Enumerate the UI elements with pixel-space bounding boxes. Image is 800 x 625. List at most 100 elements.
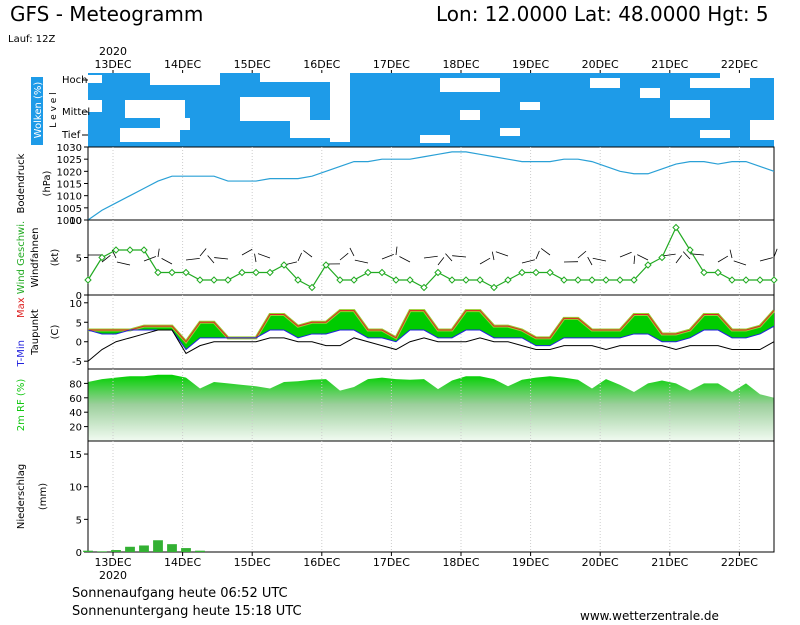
wind-point [182, 268, 190, 277]
wind-barb [637, 254, 649, 261]
wind-barb [619, 251, 632, 258]
wind-point [280, 261, 288, 269]
day-label-top: 13DEC [94, 58, 131, 71]
pressure-ytick-label: 1010 [57, 192, 82, 203]
level-label-1: Mittel [62, 107, 90, 118]
wind-point [462, 276, 470, 284]
wind-point [294, 276, 302, 284]
wind-barb [587, 256, 593, 266]
meteogram-chart: Wolken (%)Wolken (%)L e v e lHochMittelT… [16, 45, 778, 582]
humidity-ytick-label: 20 [69, 423, 82, 434]
wind-point [112, 246, 120, 254]
wind-point [574, 276, 582, 284]
wind-point [224, 276, 232, 284]
day-label-bottom: 21DEC [651, 556, 688, 569]
wind-barb [437, 257, 445, 266]
day-label-bottom: 14DEC [164, 556, 201, 569]
year-label-bottom: 2020 [99, 569, 127, 582]
day-label-top: 20DEC [582, 58, 619, 71]
pressure-ytick-label: 1020 [57, 167, 82, 178]
cloud-gap [150, 73, 220, 85]
wind-barb [521, 259, 535, 264]
humidity-ytick-label: 40 [69, 408, 82, 419]
cloud-gap [86, 100, 102, 112]
precip-ytick-label: 5 [76, 515, 82, 526]
pressure-ytick-label: 1015 [57, 180, 82, 191]
wind-point [434, 268, 442, 277]
cloud-gap [720, 68, 774, 78]
website-credit: www.wetterzentrale.de [580, 609, 719, 623]
wind-point [98, 253, 106, 262]
day-label-top: 22DEC [721, 58, 758, 71]
cloud-gap [700, 130, 730, 138]
temp-ytick-label: 10 [69, 299, 82, 310]
wind-barb [349, 247, 355, 257]
pressure-unit-label: (hPa) [42, 170, 53, 196]
precip-bar [195, 550, 205, 552]
level-label-2: Tief [61, 130, 81, 141]
cloud-gap [640, 88, 660, 98]
wind-point [406, 276, 414, 284]
day-label-top: 15DEC [234, 58, 271, 71]
wind-barb [161, 258, 173, 265]
tmin-label: T-Min [16, 340, 27, 368]
wind-barb [452, 255, 467, 258]
precip-ytick-label: 10 [69, 483, 82, 494]
run-label: Lauf: 12Z [8, 34, 56, 45]
precip-bar [97, 551, 107, 552]
wind-point [560, 276, 568, 284]
cloud-label-bg [31, 77, 43, 145]
wind-speed-label: Wind Geschwi. [16, 221, 27, 294]
cloud-gap [500, 128, 520, 136]
wind-unit-label: (kt) [50, 249, 61, 267]
wind-barb [116, 261, 131, 266]
wind-barb-label: Windfahnen [30, 228, 41, 288]
precip-bar [111, 550, 121, 552]
precip-ytick-label: 15 [69, 450, 82, 461]
wind-barb [682, 251, 691, 260]
wind-barb [423, 255, 438, 259]
wind-point [378, 268, 386, 277]
wind-point [532, 268, 540, 277]
wind-barb [214, 257, 229, 260]
wind-point [252, 268, 260, 277]
dewpoint-line [87, 329, 775, 362]
wind-point [266, 268, 274, 277]
wind-point [700, 268, 708, 277]
wind-ytick-label: 10 [69, 216, 82, 227]
wind-barb [254, 253, 257, 263]
wind-barb [773, 248, 778, 258]
tmax-label: Max [16, 297, 27, 318]
wind-point [308, 283, 316, 292]
chart-title: GFS - Meteogramm [10, 2, 204, 26]
day-label-bottom: 16DEC [303, 556, 340, 569]
wind-barb [759, 257, 773, 262]
precip-bar [139, 545, 149, 552]
wind-point [322, 261, 330, 269]
wind-barb [399, 256, 411, 263]
pressure-line [87, 151, 775, 221]
day-label-top: 21DEC [651, 58, 688, 71]
precip-ytick-label: 0 [76, 548, 82, 559]
wind-point [756, 276, 764, 284]
cloud-gap [460, 110, 480, 120]
wind-point [518, 268, 526, 277]
wind-barb [241, 248, 253, 256]
pressure-frame [87, 146, 775, 221]
wind-point [126, 246, 134, 254]
pressure-ytick-label: 1030 [57, 143, 82, 154]
wind-barb [381, 254, 394, 260]
sunset-text: Sonnenuntergang heute 15:18 UTC [72, 604, 302, 619]
cloud-gap [120, 128, 180, 142]
cloud-gap [88, 75, 102, 83]
day-label-top: 18DEC [442, 58, 479, 71]
wind-barb [395, 246, 398, 256]
wind-barb [717, 255, 729, 263]
day-label-bottom: 17DEC [373, 556, 410, 569]
cloud-axis-label: Wolken (%) [33, 82, 44, 139]
tmin-line [87, 325, 775, 351]
wind-point [602, 276, 610, 284]
precip-bar [83, 550, 93, 552]
wind-point [476, 276, 484, 284]
temp-ytick-label: 0 [76, 338, 82, 349]
